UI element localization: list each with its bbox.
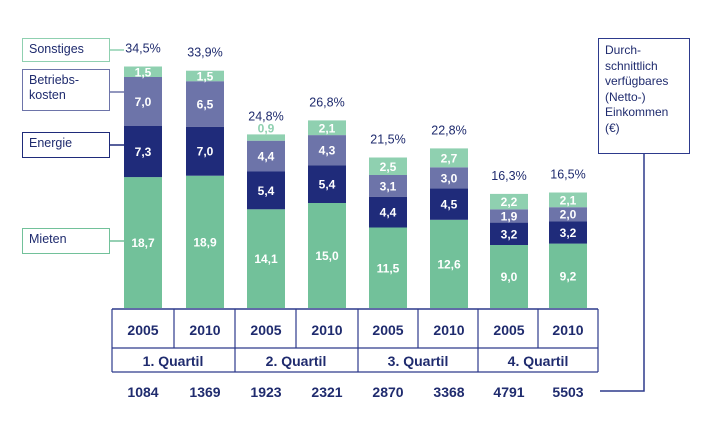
group-label-2: 3. Quartil (388, 353, 449, 369)
segment-label-3-4: 2,5 (380, 160, 397, 174)
year-label-3: 2010 (311, 322, 342, 338)
segment-label-1-6: 3,2 (501, 227, 518, 241)
bar-segment-3-5 (430, 148, 468, 168)
bar-segment-1-3 (308, 165, 346, 203)
segment-label-0-7: 9,2 (560, 269, 577, 283)
segment-label-3-6: 2,2 (501, 195, 518, 209)
bar-segment-3-3 (308, 120, 346, 136)
legend-item-2: Energie (22, 132, 110, 158)
bar-segment-0-4 (369, 227, 407, 308)
year-label-0: 2005 (127, 322, 158, 338)
segment-label-2-0: 7,0 (135, 95, 152, 109)
segment-label-1-4: 4,4 (380, 206, 397, 220)
year-label-2: 2005 (250, 322, 281, 338)
bar-segment-2-1 (186, 81, 224, 127)
group-label-3: 4. Quartil (508, 353, 569, 369)
bar-segment-1-0 (124, 126, 162, 178)
bar-segment-1-2 (247, 171, 285, 210)
income-legend-box: Durch- schnittlich verfügbares (Netto-) … (598, 38, 690, 154)
segment-label-2-1: 6,5 (197, 97, 214, 111)
bar-segment-0-5 (430, 219, 468, 308)
year-label-6: 2005 (493, 322, 524, 338)
segment-label-2-4: 3,1 (380, 179, 397, 193)
segment-label-3-5: 2,7 (441, 151, 458, 165)
bar-segment-0-0 (124, 177, 162, 308)
total-label-1: 33,9% (187, 46, 222, 60)
income-label-5: 3368 (433, 384, 464, 400)
bar-segment-0-3 (308, 203, 346, 308)
segment-label-3-2: 0,9 (258, 121, 275, 135)
bar-segment-3-6 (490, 193, 528, 210)
legend-item-3: Mieten (22, 228, 110, 254)
income-label-2: 1923 (250, 384, 281, 400)
segment-label-2-2: 4,4 (258, 150, 275, 164)
segment-label-2-6: 1,9 (501, 209, 518, 223)
segment-label-3-3: 2,1 (319, 121, 336, 135)
bar-segment-2-0 (124, 77, 162, 126)
segment-label-1-3: 5,4 (319, 178, 336, 192)
segment-label-0-5: 12,6 (437, 257, 461, 271)
bar-segment-2-2 (247, 140, 285, 172)
segment-label-0-6: 9,0 (501, 270, 518, 284)
bar-segment-2-5 (430, 167, 468, 189)
income-label-4: 2870 (372, 384, 403, 400)
year-label-4: 2005 (372, 322, 403, 338)
legend-item-1: Betriebs- kosten (22, 69, 110, 111)
year-label-1: 2010 (189, 322, 220, 338)
bar-segment-0-2 (247, 209, 285, 308)
income-label-0: 1084 (127, 384, 158, 400)
bar-segment-2-3 (308, 135, 346, 166)
total-label-4: 21,5% (370, 133, 405, 147)
bar-segment-1-6 (490, 222, 528, 245)
bar-segment-0-7 (549, 243, 587, 308)
segment-label-1-1: 7,0 (197, 145, 214, 159)
segment-label-0-2: 14,1 (254, 252, 278, 266)
total-label-0: 34,5% (125, 42, 160, 56)
segment-label-1-5: 4,5 (441, 198, 458, 212)
year-label-5: 2010 (433, 322, 464, 338)
segment-label-0-4: 11,5 (377, 261, 400, 275)
segment-label-3-7: 2,1 (560, 193, 577, 207)
bar-segment-1-5 (430, 188, 468, 220)
bar-segment-3-1 (186, 70, 224, 82)
bar-segment-2-7 (549, 207, 587, 222)
bar-segment-3-0 (124, 66, 162, 77)
segment-label-0-3: 15,0 (315, 249, 339, 263)
segment-label-2-7: 2,0 (560, 208, 577, 222)
bar-segment-1-7 (549, 221, 587, 244)
bar-segment-2-6 (490, 209, 528, 223)
bar-segment-0-1 (186, 175, 224, 308)
legend-item-0: Sonstiges (22, 38, 110, 62)
segment-label-3-0: 1,5 (135, 65, 152, 79)
segment-label-3-1: 1,5 (197, 69, 214, 83)
group-label-0: 1. Quartil (143, 353, 204, 369)
bar-segment-0-6 (490, 245, 528, 308)
segment-label-1-7: 3,2 (560, 226, 577, 240)
segment-label-1-0: 7,3 (135, 145, 152, 159)
income-label-7: 5503 (552, 384, 583, 400)
bar-segment-1-1 (186, 126, 224, 176)
bar-segment-1-4 (369, 196, 407, 228)
total-label-3: 26,8% (309, 95, 344, 109)
income-label-3: 2321 (311, 384, 342, 400)
bar-segment-2-4 (369, 175, 407, 197)
group-label-1: 2. Quartil (266, 353, 327, 369)
income-label-1: 1369 (189, 384, 220, 400)
total-label-7: 16,5% (550, 168, 585, 182)
income-connector-line (600, 154, 645, 392)
segment-label-2-3: 4,3 (319, 144, 336, 158)
segment-label-1-2: 5,4 (258, 184, 275, 198)
total-label-6: 16,3% (491, 169, 526, 183)
segment-label-2-5: 3,0 (441, 171, 458, 185)
segment-label-0-0: 18,7 (131, 236, 155, 250)
year-label-7: 2010 (552, 322, 583, 338)
bar-segment-3-7 (549, 192, 587, 208)
bar-segment-3-4 (369, 157, 407, 175)
income-label-6: 4791 (493, 384, 524, 400)
total-label-5: 22,8% (431, 123, 466, 137)
segment-label-0-1: 18,9 (193, 235, 217, 249)
bar-segment-3-2 (247, 134, 285, 141)
total-label-2: 24,8% (248, 109, 283, 123)
